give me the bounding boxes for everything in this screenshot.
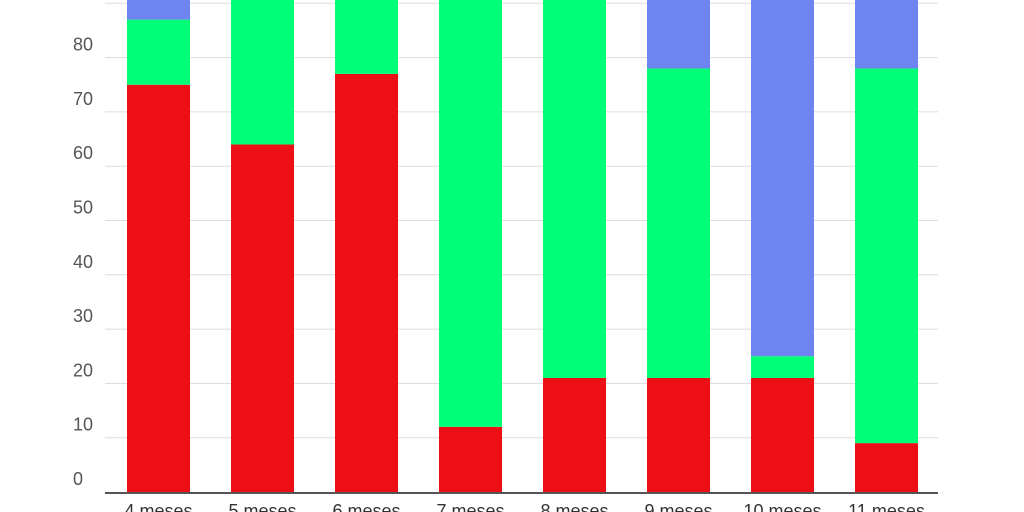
- bar-segment-3-9-meses: [647, 0, 710, 69]
- bar-segment-2-5-meses: [231, 0, 294, 145]
- bar-segment-2-8-meses: [543, 0, 606, 378]
- bar-segment-1-9-meses: [647, 377, 710, 492]
- bar-segment-3-10-meses: [751, 0, 814, 357]
- y-tick-label: 80: [73, 35, 93, 55]
- bar-segment-1-5-meses: [231, 144, 294, 493]
- bar-segment-2-6-meses: [335, 0, 398, 74]
- x-category-label: 10 meses: [743, 501, 821, 512]
- x-category-label: 4 meses: [124, 501, 192, 512]
- bars: [127, 0, 918, 493]
- y-tick-label: 20: [73, 360, 93, 380]
- bar-segment-3-11-meses: [855, 0, 918, 69]
- bar-segment-2-11-meses: [855, 68, 918, 444]
- bar-segment-2-4-meses: [127, 19, 190, 85]
- x-category-label: 8 meses: [540, 501, 608, 512]
- x-category-label: 9 meses: [644, 501, 712, 512]
- bar-segment-1-6-meses: [335, 73, 398, 492]
- y-tick-label: 40: [73, 252, 93, 272]
- x-category-label: 11 meses: [848, 501, 925, 512]
- x-category-label: 5 meses: [228, 501, 296, 512]
- bar-segment-3-4-meses: [127, 0, 190, 20]
- x-axis-category-labels: 4 meses 5 meses 6 meses 7 meses 8 meses 9 mes…: [124, 501, 924, 512]
- bar-segment-1-8-meses: [543, 377, 606, 492]
- bar-segment-1-10-meses: [751, 377, 814, 492]
- y-tick-label: 60: [73, 143, 93, 163]
- x-category-label: 6 meses: [332, 501, 400, 512]
- y-tick-label: 10: [73, 415, 93, 435]
- bar-segment-2-10-meses: [751, 356, 814, 378]
- bar-segment-2-9-meses: [647, 68, 710, 378]
- y-tick-label: 0: [73, 469, 83, 489]
- bar-segment-1-11-meses: [855, 443, 918, 492]
- y-axis-tick-labels: 0 10 20 30 40 50 60 70 80: [73, 35, 93, 489]
- y-tick-label: 70: [73, 89, 93, 109]
- y-tick-label: 30: [73, 306, 93, 326]
- bar-segment-1-7-meses: [439, 426, 502, 492]
- bar-segment-2-7-meses: [439, 0, 502, 427]
- y-tick-label: 50: [73, 198, 93, 218]
- bar-segment-1-4-meses: [127, 84, 190, 492]
- x-category-label: 7 meses: [436, 501, 504, 512]
